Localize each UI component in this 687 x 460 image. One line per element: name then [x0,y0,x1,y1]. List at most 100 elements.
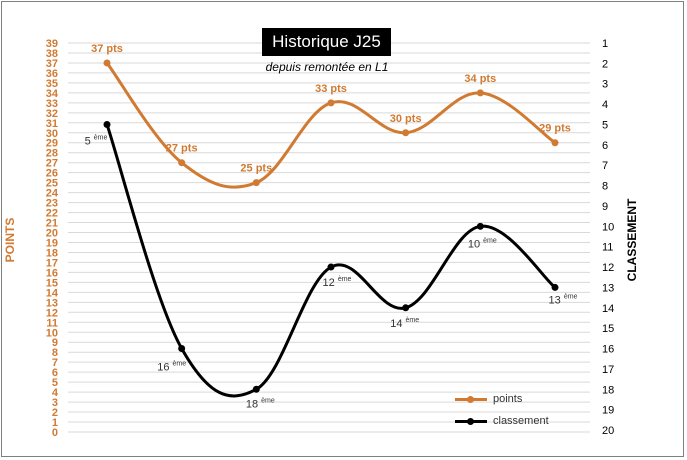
left-tick-label: 17 [46,257,58,269]
left-tick-label: 15 [46,277,58,289]
right-tick-label: 5 [602,119,608,131]
left-tick-label: 23 [46,198,58,210]
left-tick-label: 19 [46,237,58,249]
left-tick-label: 12 [46,307,58,319]
legend-label-points: points [493,393,523,405]
classement-marker [327,263,335,271]
left-tick-label: 24 [46,188,59,200]
classement-data-label: 10 ème [468,237,497,250]
classement-marker [476,222,484,230]
points-data-label: 29 pts [539,123,571,135]
right-tick-label: 1 [602,38,608,50]
left-tick-label: 14 [46,287,59,299]
right-tick-label: 6 [602,140,608,152]
left-tick-label: 16 [46,267,58,279]
left-tick-label: 21 [46,218,58,230]
classement-marker [402,304,410,312]
classement-marker [252,385,260,393]
right-tick-label: 18 [602,384,614,396]
left-tick-label: 3 [52,397,58,409]
classement-marker [178,345,186,353]
points-data-label: 34 pts [464,73,496,85]
chart-subtitle: depuis remontée en L1 [265,60,389,74]
classement-data-label: 16 ème [157,361,186,374]
classement-data-label: 14 ème [390,317,419,330]
points-marker [551,139,559,147]
left-tick-label: 30 [46,128,58,140]
right-tick-label: 7 [602,160,608,172]
points-marker [402,129,410,137]
classement-series-line [105,124,556,398]
left-tick-label: 6 [52,367,58,379]
points-data-label: 27 pts [166,143,198,155]
left-tick-label: 34 [46,88,59,100]
left-tick-label: 29 [46,138,58,150]
left-tick-label: 28 [46,148,58,160]
left-tick-label: 4 [52,387,59,399]
left-tick-label: 18 [46,247,58,259]
right-tick-label: 15 [602,323,614,335]
left-tick-label: 13 [46,297,58,309]
classement-data-label: 13 ème [549,293,578,306]
points-marker [327,99,335,107]
left-tick-label: 1 [52,417,58,429]
right-tick-label: 14 [602,303,614,315]
legend-item-points: points [455,388,549,410]
left-tick-label: 37 [46,58,58,70]
left-axis-label: POINTS [3,217,17,263]
left-tick-label: 11 [46,317,58,329]
left-tick-label: 0 [52,427,58,439]
points-marker [252,179,260,187]
left-tick-label: 5 [52,377,58,389]
right-tick-label: 17 [602,364,614,376]
legend-item-classement: classement [455,410,549,432]
left-tick-label: 25 [46,178,58,190]
right-tick-label: 3 [602,79,608,91]
points-marker [178,159,186,167]
left-tick-label: 27 [46,158,58,170]
right-tick-label: 20 [602,425,614,437]
legend-swatch-points [455,395,487,403]
left-tick-label: 7 [52,357,58,369]
points-data-label: 33 pts [315,83,347,95]
left-tick-label: 38 [46,48,58,60]
left-tick-label: 26 [46,168,58,180]
legend-swatch-classement [455,417,487,425]
left-tick-label: 36 [46,68,58,80]
classement-data-label: 5 ème [85,134,108,147]
classement-marker [551,283,559,291]
classement-data-label: 12 ème [323,276,352,289]
points-marker [476,89,484,97]
left-tick-label: 31 [46,118,58,130]
right-tick-label: 2 [602,58,608,70]
left-tick-label: 2 [52,407,58,419]
right-tick-label: 19 [602,405,614,417]
left-tick-label: 10 [46,327,58,339]
right-tick-label: 10 [602,221,614,233]
legend-label-classement: classement [493,415,549,427]
left-tick-label: 22 [46,208,58,220]
right-tick-label: 9 [602,201,608,213]
left-tick-label: 8 [52,347,58,359]
left-tick-label: 35 [46,78,58,90]
points-marker [103,59,111,67]
right-tick-label: 12 [602,262,614,274]
right-axis-label: CLASSEMENT [625,198,639,282]
left-tick-label: 32 [46,108,58,120]
classement-data-label: 18 ème [246,397,275,410]
left-tick-label: 9 [52,337,58,349]
right-tick-label: 8 [602,181,608,193]
chart-title: Historique J25 [262,28,391,56]
legend: points classement [455,388,549,432]
classement-marker [103,120,111,128]
left-tick-label: 33 [46,98,58,110]
points-data-label: 37 pts [91,43,123,55]
points-data-label: 25 pts [240,163,272,175]
right-tick-label: 11 [602,242,613,254]
left-tick-label: 20 [46,228,58,240]
points-data-label: 30 pts [390,113,422,125]
right-tick-label: 4 [602,99,608,111]
right-tick-label: 16 [602,344,614,356]
right-tick-label: 13 [602,282,614,294]
